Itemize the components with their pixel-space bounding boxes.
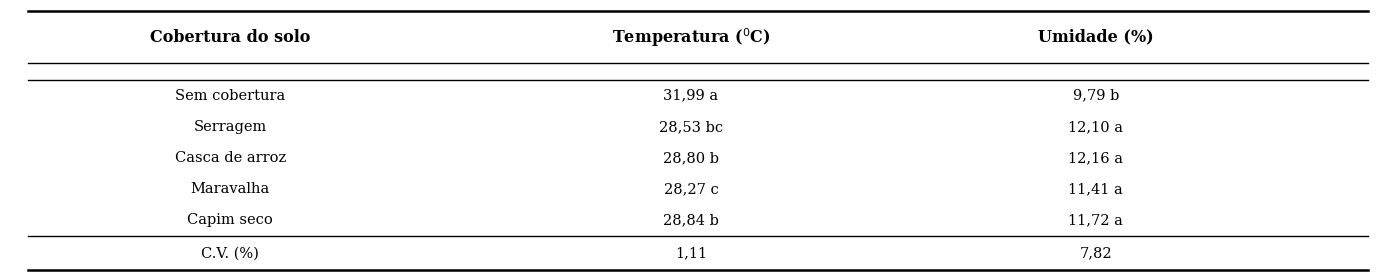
Text: 28,84 b: 28,84 b — [663, 213, 719, 227]
Text: Cobertura do solo: Cobertura do solo — [151, 29, 310, 46]
Text: 12,10 a: 12,10 a — [1068, 120, 1124, 134]
Text: 1,11: 1,11 — [674, 246, 708, 260]
Text: 31,99 a: 31,99 a — [663, 89, 719, 103]
Text: Temperatura ($^0$C): Temperatura ($^0$C) — [611, 26, 771, 49]
Text: C.V. (%): C.V. (%) — [201, 246, 260, 260]
Text: 28,27 c: 28,27 c — [663, 182, 719, 196]
Text: Sem cobertura: Sem cobertura — [176, 89, 285, 103]
Text: Umidade (%): Umidade (%) — [1039, 29, 1153, 46]
Text: 9,79 b: 9,79 b — [1072, 89, 1120, 103]
Text: 11,72 a: 11,72 a — [1068, 213, 1124, 227]
Text: Serragem: Serragem — [194, 120, 267, 134]
Text: 12,16 a: 12,16 a — [1068, 151, 1124, 165]
Text: 28,53 bc: 28,53 bc — [659, 120, 723, 134]
Text: 11,41 a: 11,41 a — [1068, 182, 1124, 196]
Text: Casca de arroz: Casca de arroz — [174, 151, 286, 165]
Text: 7,82: 7,82 — [1079, 246, 1113, 260]
Text: 28,80 b: 28,80 b — [663, 151, 719, 165]
Text: Maravalha: Maravalha — [191, 182, 269, 196]
Text: Capim seco: Capim seco — [187, 213, 274, 227]
